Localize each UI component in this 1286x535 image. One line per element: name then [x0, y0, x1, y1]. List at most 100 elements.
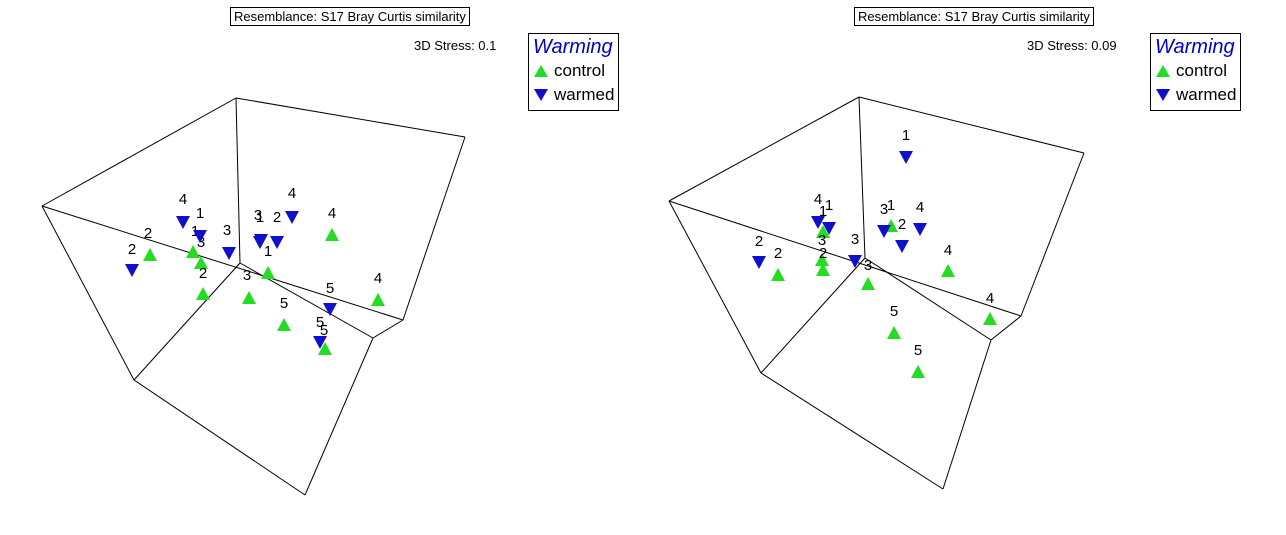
control-point-marker — [771, 268, 785, 281]
point-label: 4 — [986, 290, 994, 307]
warmed-point-marker — [899, 151, 913, 164]
point-label: 3 — [197, 234, 205, 251]
point-label: 4 — [374, 270, 382, 287]
warmed-point-marker — [822, 222, 836, 235]
point-label: 5 — [320, 322, 328, 339]
point-label: 3 — [254, 207, 262, 224]
legend-item-control: control — [533, 59, 614, 83]
point-label: 2 — [898, 216, 906, 233]
control-point-marker — [816, 263, 830, 276]
control-point-marker — [186, 245, 200, 258]
legend-title: Warming — [533, 36, 613, 58]
control-point-marker — [261, 266, 275, 279]
chart-title: Resemblance: S17 Bray Curtis similarity — [854, 7, 1094, 26]
point-label: 1 — [819, 203, 827, 220]
point-label: 2 — [128, 241, 136, 258]
control-point-marker — [325, 228, 339, 241]
warmed-point-marker — [270, 236, 284, 249]
control-point-marker — [196, 287, 210, 300]
warmed-point-marker — [193, 230, 207, 243]
point-label: 5 — [316, 314, 324, 331]
chart-title: Resemblance: S17 Bray Curtis similarity — [230, 7, 470, 26]
legend-item-warmed: warmed — [533, 83, 614, 107]
control-point-marker — [983, 312, 997, 325]
triangle-up-icon — [1156, 65, 1170, 77]
point-label: 4 — [944, 242, 952, 259]
warmed-point-marker — [222, 247, 236, 260]
legend-title: Warming — [1155, 36, 1235, 58]
warmed-point-marker — [811, 216, 825, 229]
point-label: 5 — [280, 295, 288, 312]
warmed-point-marker — [253, 236, 267, 249]
warmed-point-marker — [285, 211, 299, 224]
point-label: 1 — [902, 127, 910, 144]
control-point-marker — [815, 253, 829, 266]
warmed-point-marker — [848, 255, 862, 268]
stress-value: 3D Stress: 0.1 — [414, 38, 497, 53]
control-point-marker — [816, 225, 830, 238]
point-label: 1 — [825, 197, 833, 214]
point-label: 3 — [880, 201, 888, 218]
points-left: 21323154452413132455 — [125, 185, 385, 355]
point-label: 2 — [819, 245, 827, 262]
point-label: 2 — [774, 245, 782, 262]
point-label: 3 — [851, 231, 859, 248]
warmed-point-marker — [752, 256, 766, 269]
control-point-marker — [194, 256, 208, 269]
control-point-marker — [941, 264, 955, 277]
legend: Warming control warmed — [1150, 33, 1242, 111]
cube-frame — [668, 96, 1085, 490]
point-label: 3 — [243, 267, 251, 284]
point-label: 1 — [264, 243, 272, 260]
control-point-marker — [143, 248, 157, 261]
triangle-down-icon — [1156, 89, 1170, 101]
point-label: 4 — [916, 199, 924, 216]
warmed-point-marker — [895, 240, 909, 253]
point-label: 3 — [818, 232, 826, 249]
warmed-point-marker — [125, 264, 139, 277]
legend-item-warmed: warmed — [1155, 83, 1236, 107]
stress-value: 3D Stress: 0.09 — [1027, 38, 1117, 53]
control-point-marker — [887, 326, 901, 339]
point-label: 1 — [256, 209, 264, 226]
warmed-point-marker — [313, 336, 327, 349]
legend: Warming control warmed — [528, 33, 620, 111]
point-label: 4 — [328, 205, 336, 222]
point-label: 4 — [179, 191, 187, 208]
legend-label: control — [1176, 61, 1228, 80]
point-label: 2 — [199, 265, 207, 282]
point-label: 5 — [326, 280, 334, 297]
point-label: 5 — [890, 303, 898, 320]
point-label: 5 — [914, 342, 922, 359]
point-label: 2 — [144, 225, 152, 242]
mds-plot-left: 21323154452413132455 — [41, 97, 466, 496]
mds-panel-left: 21323154452413132455 Resemblance: S17 Br… — [41, 7, 620, 496]
cube-frame — [41, 97, 466, 496]
control-point-marker — [371, 293, 385, 306]
point-label: 1 — [196, 205, 204, 222]
triangle-down-icon — [534, 89, 548, 101]
control-point-marker — [911, 365, 925, 378]
warmed-point-marker — [877, 225, 891, 238]
control-point-marker — [242, 291, 256, 304]
control-point-marker — [277, 318, 291, 331]
legend-label: warmed — [1176, 85, 1237, 104]
point-label: 4 — [814, 191, 822, 208]
legend-item-control: control — [1155, 59, 1236, 83]
point-label: 3 — [864, 257, 872, 274]
point-label: 2 — [755, 233, 763, 250]
legend-label: control — [554, 61, 606, 80]
point-label: 3 — [223, 222, 231, 239]
warmed-point-marker — [323, 303, 337, 316]
point-label: 2 — [273, 209, 281, 226]
control-point-marker — [318, 342, 332, 355]
point-label: 1 — [887, 197, 895, 214]
triangle-up-icon — [534, 65, 548, 77]
legend-label: warmed — [554, 85, 615, 104]
control-point-marker — [861, 277, 875, 290]
warmed-point-marker — [913, 223, 927, 236]
point-label: 4 — [288, 185, 296, 202]
